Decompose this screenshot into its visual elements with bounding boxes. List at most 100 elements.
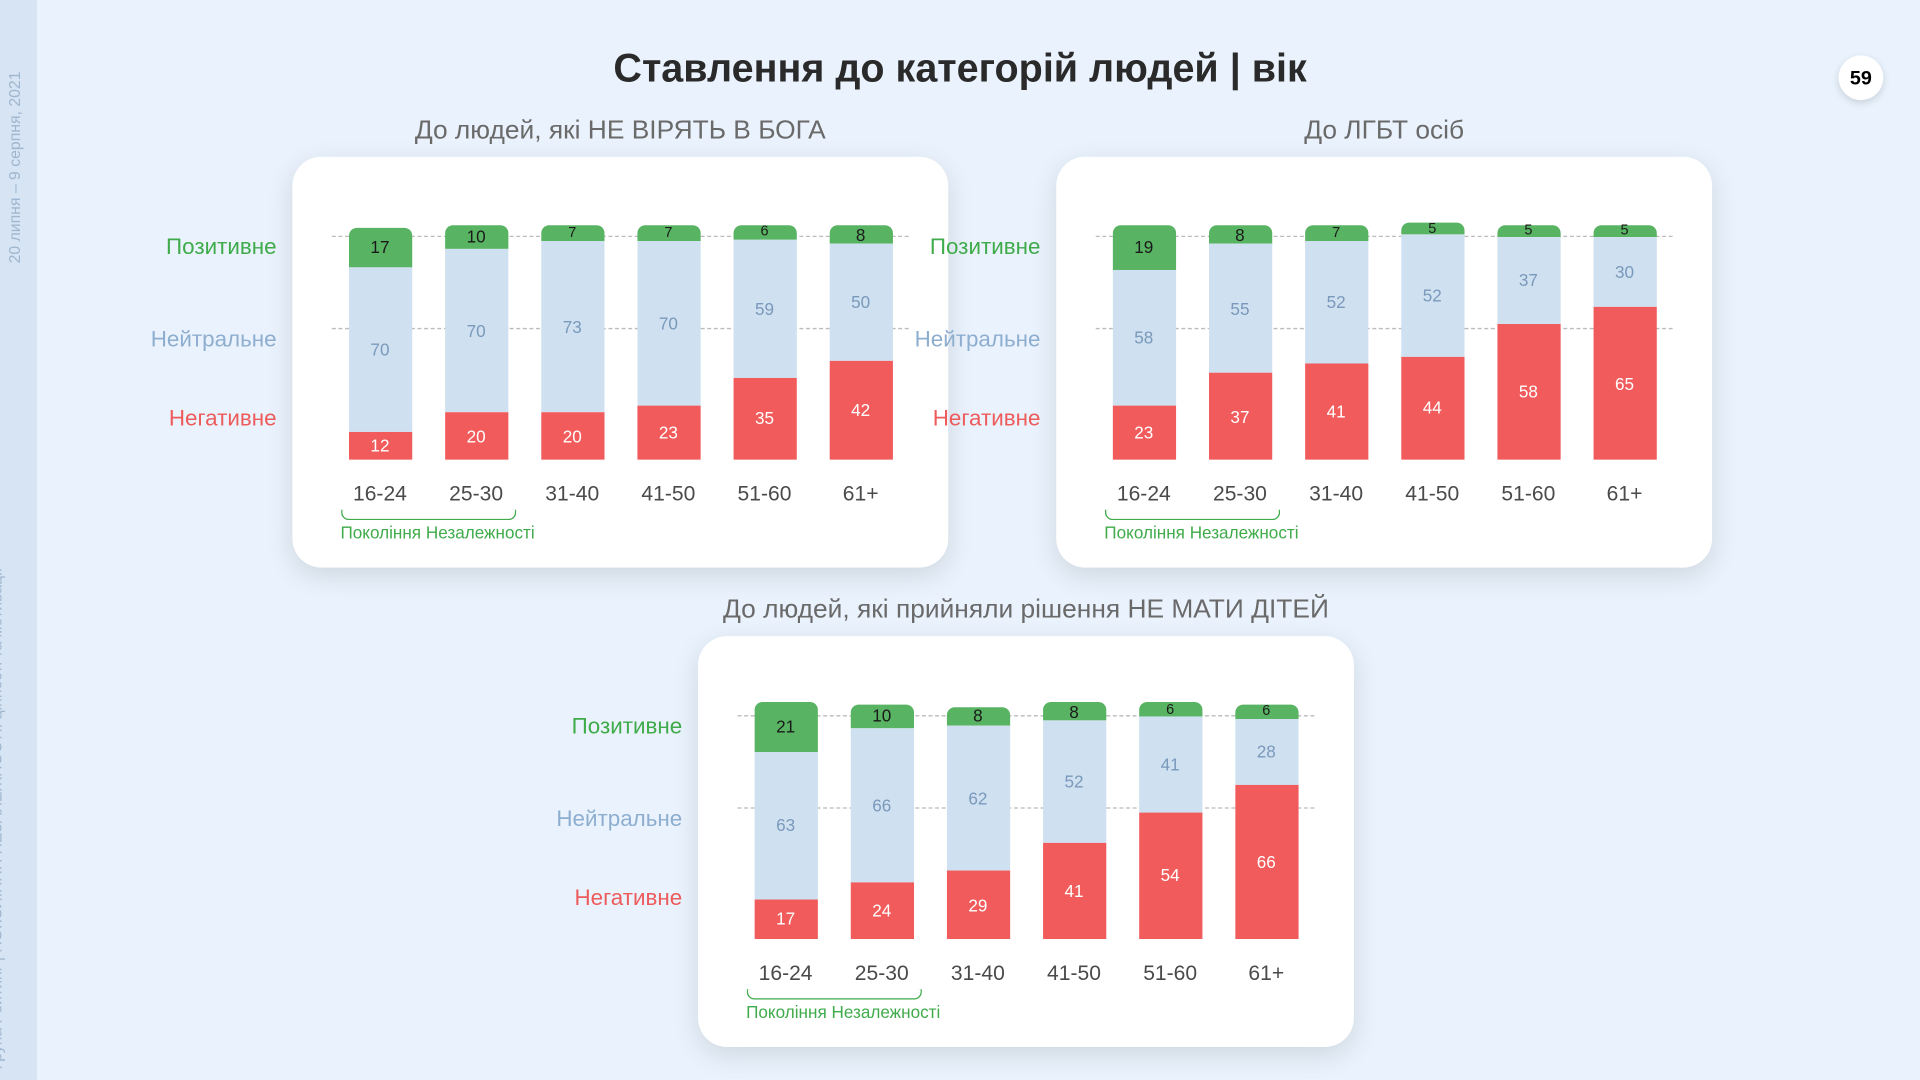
- page-number: 59: [1839, 55, 1884, 100]
- seg-positive: 10: [850, 705, 913, 728]
- bar: 85537: [1208, 225, 1271, 459]
- bar: 85241: [1042, 702, 1105, 939]
- seg-negative: 20: [444, 413, 507, 460]
- bar: 53758: [1497, 225, 1560, 459]
- chart-panel: 1770121070207732077023659358504216-2425-…: [292, 157, 948, 568]
- seg-neutral: 73: [541, 242, 604, 413]
- side-strip: Група Рейтинг | ПОКОЛІННЯ НЕЗАЛЕЖНОСТІ: …: [0, 0, 37, 1080]
- y-axis-labels: ПозитивнеНейтральнеНегативне: [132, 195, 277, 458]
- x-label: 61+: [1593, 483, 1656, 507]
- seg-positive: 8: [946, 707, 1009, 726]
- seg-positive: 6: [733, 225, 796, 239]
- bar: 195823: [1112, 225, 1175, 459]
- seg-neutral: 70: [444, 249, 507, 413]
- seg-positive: 21: [754, 702, 817, 751]
- y-label: Нейтральне: [151, 327, 277, 353]
- generation-bracket: [1104, 510, 1279, 521]
- seg-positive: 5: [1401, 223, 1464, 235]
- gridline: [1096, 328, 1673, 329]
- y-label: Нейтральне: [915, 327, 1041, 353]
- seg-positive: 8: [1042, 702, 1105, 721]
- x-label: 16-24: [348, 483, 411, 507]
- x-label: 41-50: [1042, 963, 1105, 987]
- seg-neutral: 30: [1593, 237, 1656, 307]
- bar: 216317: [754, 702, 817, 939]
- bar: 75241: [1304, 225, 1367, 459]
- gridline: [332, 328, 909, 329]
- y-label: Негативне: [574, 885, 682, 911]
- seg-neutral: 70: [637, 242, 700, 406]
- bars-area: 17701210702077320770236593585042: [332, 196, 909, 459]
- seg-neutral: 52: [1042, 721, 1105, 843]
- seg-positive: 8: [1208, 225, 1271, 244]
- seg-negative: 65: [1593, 307, 1656, 459]
- chart-title: До ЛГБТ осіб: [1056, 116, 1712, 146]
- x-label: 51-60: [1139, 963, 1202, 987]
- chart-childfree: До людей, які прийняли рішення НЕ МАТИ Д…: [698, 595, 1354, 1047]
- x-label: 51-60: [733, 483, 796, 507]
- seg-positive: 7: [541, 225, 604, 241]
- y-label: Нейтральне: [556, 806, 682, 832]
- seg-neutral: 63: [754, 752, 817, 900]
- seg-neutral: 55: [1208, 244, 1271, 373]
- seg-positive: 7: [637, 225, 700, 241]
- side-text-top: 20 липня – 9 серпня, 2021: [5, 72, 23, 264]
- seg-neutral: 66: [850, 728, 913, 883]
- seg-negative: 37: [1208, 373, 1271, 460]
- seg-neutral: 41: [1139, 716, 1202, 812]
- gridline: [332, 236, 909, 237]
- seg-negative: 29: [946, 871, 1009, 939]
- seg-positive: 6: [1235, 705, 1298, 719]
- seg-negative: 17: [754, 899, 817, 939]
- y-label: Позитивне: [166, 234, 277, 260]
- bar: 77023: [637, 225, 700, 459]
- gridline: [738, 715, 1315, 716]
- seg-negative: 58: [1497, 324, 1560, 460]
- seg-neutral: 62: [946, 726, 1009, 871]
- generation-bracket-label: Покоління Незалежності: [1104, 523, 1298, 543]
- seg-negative: 23: [637, 406, 700, 460]
- y-label: Позитивне: [930, 234, 1041, 260]
- chart-panel: 195823855377524155244537585306516-2425-3…: [1056, 157, 1712, 568]
- seg-positive: 19: [1112, 225, 1175, 270]
- x-axis-labels: 16-2425-3031-4041-5051-6061+: [1096, 483, 1673, 507]
- seg-neutral: 59: [733, 239, 796, 377]
- seg-neutral: 58: [1112, 270, 1175, 406]
- chart-atheists: До людей, які НЕ ВІРЯТЬ В БОГАПозитивнеН…: [292, 116, 948, 568]
- y-label: Позитивне: [572, 714, 683, 740]
- seg-negative: 66: [1235, 784, 1298, 939]
- x-label: 31-40: [946, 963, 1009, 987]
- seg-neutral: 50: [829, 244, 892, 361]
- y-axis-labels: Позитивне Нейтральне Негативне: [896, 195, 1041, 458]
- seg-negative: 23: [1112, 406, 1175, 460]
- gridline: [1096, 236, 1673, 237]
- seg-positive: 7: [1304, 225, 1367, 241]
- seg-negative: 35: [733, 378, 796, 460]
- x-label: 16-24: [1112, 483, 1175, 507]
- seg-neutral: 52: [1304, 242, 1367, 364]
- generation-bracket-label: Покоління Незалежності: [340, 523, 534, 543]
- seg-neutral: 37: [1497, 237, 1560, 324]
- x-label: 61+: [1235, 963, 1298, 987]
- generation-bracket: [746, 989, 921, 1000]
- chart-panel: 2163171066248622985241641546286616-2425-…: [698, 636, 1354, 1047]
- seg-positive: 10: [444, 225, 507, 248]
- chart-title: До людей, які прийняли рішення НЕ МАТИ Д…: [698, 595, 1354, 625]
- seg-negative: 24: [850, 883, 913, 939]
- seg-negative: 20: [541, 413, 604, 460]
- seg-negative: 42: [829, 361, 892, 459]
- y-label: Негативне: [933, 406, 1041, 432]
- seg-negative: 41: [1304, 364, 1367, 460]
- bar: 106624: [850, 705, 913, 939]
- bar: 107020: [444, 225, 507, 459]
- y-axis-labels: Позитивне Нейтральне Негативне: [537, 674, 682, 937]
- x-label: 25-30: [850, 963, 913, 987]
- bar: 77320: [541, 225, 604, 459]
- bars-area: 1958238553775241552445375853065: [1096, 196, 1673, 459]
- gridline: [738, 807, 1315, 808]
- bar: 55244: [1401, 223, 1464, 460]
- x-label: 31-40: [541, 483, 604, 507]
- x-label: 41-50: [637, 483, 700, 507]
- seg-positive: 17: [348, 228, 411, 268]
- bar: 86229: [946, 707, 1009, 939]
